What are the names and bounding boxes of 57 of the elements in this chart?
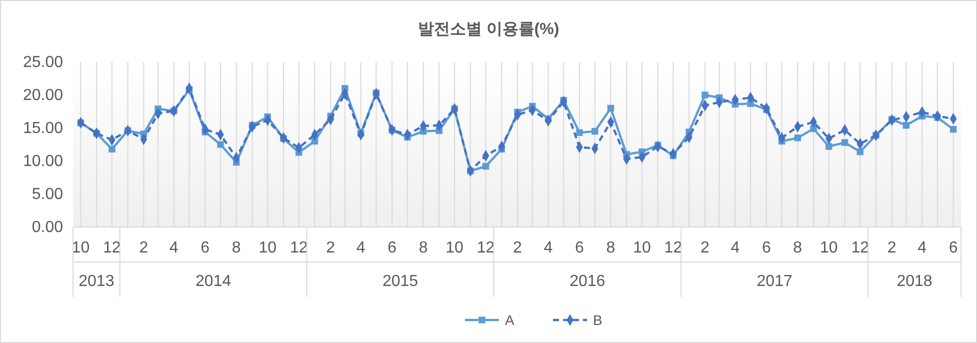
text: 2013 xyxy=(78,273,114,290)
x-tick-label: 2 xyxy=(700,239,710,256)
point xyxy=(591,128,598,135)
x-tick-label: 8 xyxy=(232,239,241,256)
x-tick-label: 2 xyxy=(139,239,148,256)
x-tick-label: 10 xyxy=(72,239,90,256)
point xyxy=(950,126,957,133)
point xyxy=(607,104,614,112)
x-tick-label: 12 xyxy=(103,239,121,256)
y-tick-label: 10.00 xyxy=(22,153,64,170)
point xyxy=(482,162,490,170)
point xyxy=(826,143,832,150)
x-tick-label: 10 xyxy=(446,239,464,256)
x-tick-label: 6 xyxy=(762,239,771,256)
chart-title: 발전소별 이용률(%) xyxy=(418,21,560,38)
y-tick-label: 0.00 xyxy=(32,219,64,236)
y-tick-label: 20.00 xyxy=(22,87,64,104)
text: 2015 xyxy=(382,273,418,290)
x-tick-label: 2 xyxy=(326,239,336,256)
point xyxy=(856,148,864,156)
x-tick-label: 8 xyxy=(606,239,616,256)
y-tick-label: 15.00 xyxy=(22,120,64,138)
x-tick-label: 6 xyxy=(200,239,210,256)
x-tick-label: 12 xyxy=(476,239,495,256)
x-tick-label: 2 xyxy=(887,239,896,256)
point xyxy=(902,122,910,129)
point xyxy=(217,141,224,148)
text: 2014 xyxy=(196,273,232,290)
text: 2018 xyxy=(896,273,932,290)
legend-label: A xyxy=(505,312,515,328)
x-tick-label: 4 xyxy=(356,239,366,256)
x-tick-label: 4 xyxy=(918,239,927,256)
x-tick-label: 4 xyxy=(730,239,740,256)
text: 2016 xyxy=(570,273,606,290)
y-tick-label: 25.00 xyxy=(22,54,64,72)
x-tick-label: 12 xyxy=(851,239,870,256)
point xyxy=(841,139,848,146)
x-tick-label: 2 xyxy=(513,239,522,256)
point xyxy=(794,134,801,142)
text: 2017 xyxy=(756,273,792,290)
x-tick-label: 12 xyxy=(290,239,308,256)
x-tick-label: 10 xyxy=(258,239,277,256)
x-tick-label: 4 xyxy=(169,239,178,256)
x-tick-label: 6 xyxy=(388,239,397,256)
x-tick-label: 10 xyxy=(820,239,838,256)
point xyxy=(702,92,708,98)
x-tick-label: 4 xyxy=(544,239,553,256)
point xyxy=(576,129,583,136)
x-tick-label: 12 xyxy=(664,239,682,256)
x-tick-label: 8 xyxy=(793,239,802,256)
x-tick-label: 8 xyxy=(418,239,428,256)
legend-label: B xyxy=(593,312,602,328)
y-tick-label: 5.00 xyxy=(32,186,64,204)
x-tick-label: 6 xyxy=(575,239,584,256)
point xyxy=(108,146,116,152)
x-tick-label: 6 xyxy=(948,239,958,256)
x-tick-label: 10 xyxy=(633,239,651,256)
